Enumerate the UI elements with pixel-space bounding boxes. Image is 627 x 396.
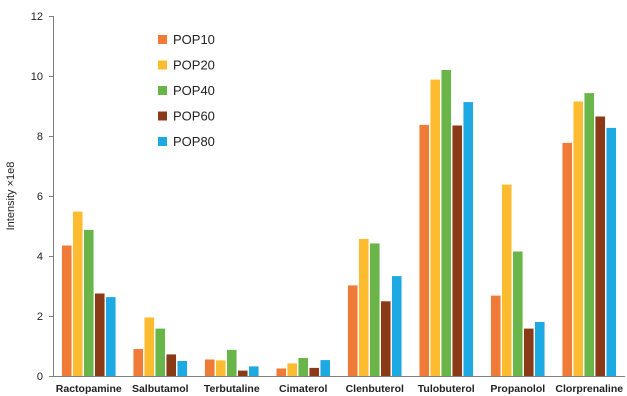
bar-pop10-clenbuterol bbox=[347, 285, 358, 376]
bar-pop80-salbutamol bbox=[177, 361, 188, 376]
bar-pop10-cimaterol bbox=[276, 368, 287, 376]
bars-group bbox=[61, 70, 617, 377]
bar-pop80-clenbuterol bbox=[391, 276, 402, 376]
bar-pop40-tulobuterol bbox=[441, 70, 452, 376]
x-axis-category-labels: Ractopamine Salbutamol Terbutaline Cimatero… bbox=[56, 383, 623, 395]
bar-pop20-terbutaline bbox=[215, 360, 226, 376]
x-category-label: Terbutaline bbox=[204, 383, 260, 395]
x-category-label: Tulobuterol bbox=[418, 383, 475, 395]
x-category-label: Cimaterol bbox=[279, 383, 328, 395]
bar-pop80-terbutaline bbox=[248, 366, 259, 376]
bar-pop60-clorprenaline bbox=[595, 116, 606, 376]
bar-pop10-clorprenaline bbox=[562, 142, 573, 376]
y-tick-label: 6 bbox=[37, 191, 43, 203]
bar-pop40-ractopamine bbox=[83, 229, 94, 376]
bar-pop80-cimaterol bbox=[320, 360, 331, 376]
legend-swatch bbox=[158, 60, 167, 70]
legend-label: POP20 bbox=[173, 58, 215, 73]
bar-pop80-ractopamine bbox=[105, 297, 116, 376]
legend-swatch bbox=[158, 35, 167, 44]
x-category-label: Salbutamol bbox=[132, 383, 189, 395]
bar-pop60-clenbuterol bbox=[380, 301, 391, 376]
legend: POP10 POP20 POP40 POP60 POP80 bbox=[158, 32, 215, 149]
bar-pop40-clorprenaline bbox=[584, 93, 595, 376]
legend-swatch bbox=[158, 111, 167, 121]
bar-pop80-clorprenaline bbox=[606, 127, 617, 377]
y-tick-label: 12 bbox=[31, 11, 43, 23]
bar-pop80-propanolol bbox=[534, 322, 545, 376]
bar-pop40-propanolol bbox=[512, 251, 523, 376]
legend-swatch bbox=[158, 86, 167, 95]
y-tick-label: 4 bbox=[37, 251, 43, 263]
bar-pop10-terbutaline bbox=[204, 359, 215, 376]
legend-label: POP80 bbox=[173, 134, 215, 149]
bar-pop20-tulobuterol bbox=[430, 79, 441, 376]
y-tick-label: 8 bbox=[37, 131, 43, 143]
bar-pop10-ractopamine bbox=[61, 245, 72, 376]
y-tick-label: 0 bbox=[37, 371, 43, 383]
bar-pop20-ractopamine bbox=[72, 211, 83, 376]
y-axis-title: Intensity ×1e8 bbox=[5, 162, 17, 231]
bar-pop60-propanolol bbox=[523, 328, 534, 376]
x-category-label: Propanolol bbox=[490, 383, 545, 395]
bar-pop60-cimaterol bbox=[309, 367, 320, 376]
bar-pop20-propanolol bbox=[501, 184, 512, 376]
bar-pop60-tulobuterol bbox=[452, 125, 463, 376]
legend-label: POP60 bbox=[173, 109, 215, 124]
bar-pop80-tulobuterol bbox=[463, 102, 474, 376]
bar-pop20-salbutamol bbox=[144, 317, 155, 376]
bar-pop20-clorprenaline bbox=[573, 101, 584, 376]
bar-pop60-salbutamol bbox=[166, 354, 177, 376]
bar-pop10-salbutamol bbox=[133, 349, 144, 376]
bar-pop60-ractopamine bbox=[94, 293, 105, 376]
legend-swatch bbox=[158, 137, 167, 146]
y-tick-label: 10 bbox=[31, 71, 43, 83]
bar-pop20-cimaterol bbox=[287, 363, 298, 376]
x-category-label: Clorprenaline bbox=[555, 383, 623, 395]
legend-label: POP10 bbox=[173, 32, 215, 47]
bar-pop40-salbutamol bbox=[155, 328, 166, 376]
bar-pop10-propanolol bbox=[490, 295, 501, 376]
bar-pop40-clenbuterol bbox=[369, 243, 380, 376]
x-category-label: Clenbuterol bbox=[346, 383, 404, 395]
bar-pop20-clenbuterol bbox=[358, 238, 369, 376]
legend-label: POP40 bbox=[173, 83, 215, 98]
bar-pop60-terbutaline bbox=[237, 370, 248, 376]
y-tick-label: 2 bbox=[37, 311, 43, 323]
x-category-label: Ractopamine bbox=[56, 383, 122, 395]
y-axis-ticks: 0 2 4 6 8 10 12 bbox=[31, 11, 53, 383]
bar-pop40-terbutaline bbox=[226, 349, 237, 376]
bar-pop40-cimaterol bbox=[298, 358, 309, 376]
bar-pop10-tulobuterol bbox=[419, 124, 430, 377]
